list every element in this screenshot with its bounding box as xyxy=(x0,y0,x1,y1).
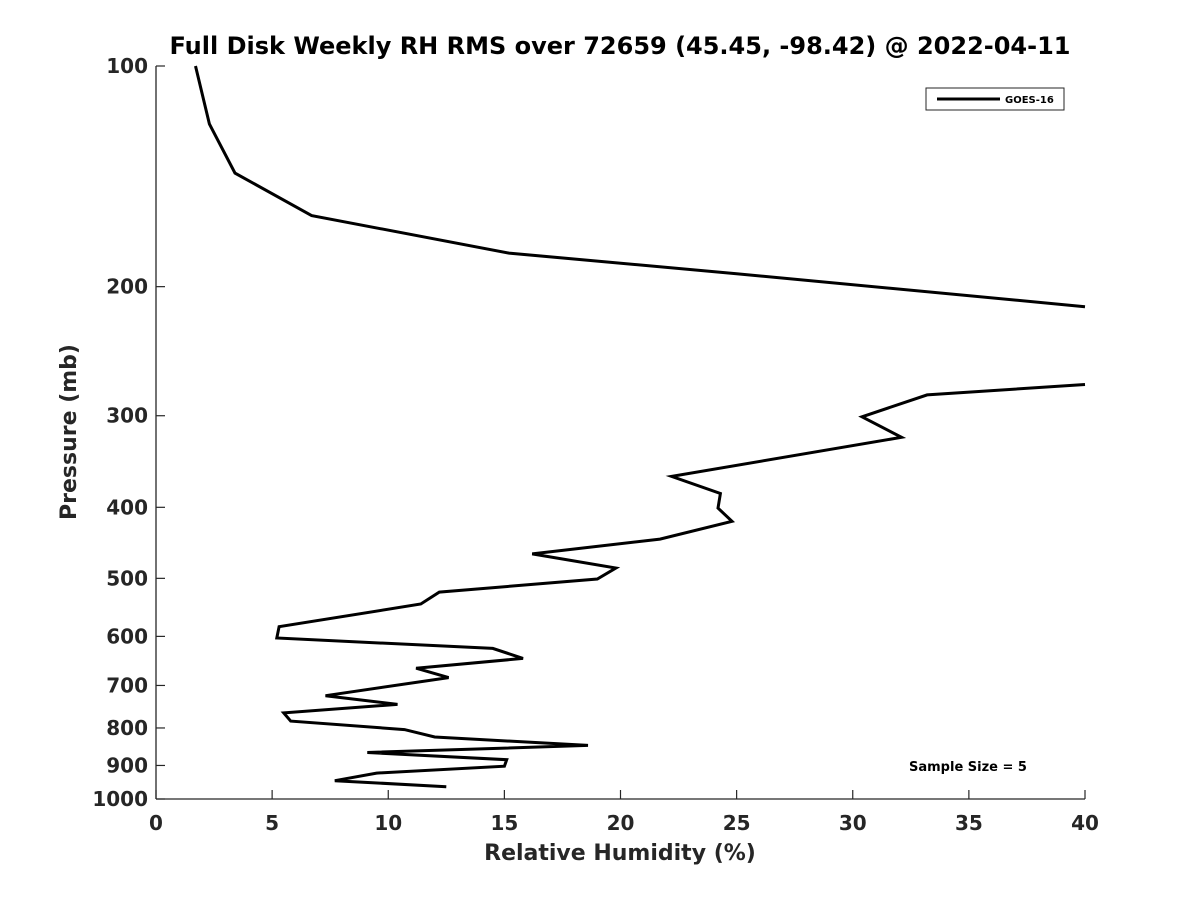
y-tick-label: 800 xyxy=(106,716,148,740)
x-tick-label: 30 xyxy=(839,811,867,835)
series-line-goes-16-segment-1 xyxy=(194,65,1086,309)
series-line-goes-16-segment-2 xyxy=(274,383,1086,789)
y-tick-label: 1000 xyxy=(92,787,148,811)
y-tick-label: 100 xyxy=(106,54,148,78)
y-axis-ticks: 100 200 300 400 500 600 700 800 900 1000 xyxy=(92,54,165,811)
legend-label-goes-16: GOES-16 xyxy=(1005,95,1054,106)
y-tick-label: 600 xyxy=(106,624,148,648)
x-tick-label: 15 xyxy=(490,811,518,835)
y-axis-title: Pressure (mb) xyxy=(57,344,82,520)
x-tick-label: 20 xyxy=(607,811,635,835)
x-tick-label: 0 xyxy=(149,811,163,835)
x-tick-label: 25 xyxy=(723,811,751,835)
y-tick-label: 700 xyxy=(106,673,148,697)
y-tick-label: 400 xyxy=(106,495,148,519)
x-tick-label: 40 xyxy=(1071,811,1099,835)
y-tick-label: 200 xyxy=(106,275,148,299)
legend: GOES-16 xyxy=(925,87,1065,111)
y-tick-label: 300 xyxy=(106,404,148,428)
x-tick-label: 10 xyxy=(374,811,402,835)
x-tick-label: 5 xyxy=(265,811,279,835)
x-axis-title: Relative Humidity (%) xyxy=(484,841,756,866)
x-axis-ticks: 0 5 10 15 20 25 30 35 40 xyxy=(149,790,1099,835)
y-tick-label: 900 xyxy=(106,753,148,777)
y-tick-label: 500 xyxy=(106,566,148,590)
chart-title: Full Disk Weekly RH RMS over 72659 (45.4… xyxy=(169,32,1070,60)
series-layer xyxy=(194,65,1086,789)
sample-size-annotation: Sample Size = 5 xyxy=(909,760,1027,775)
x-tick-label: 35 xyxy=(955,811,983,835)
